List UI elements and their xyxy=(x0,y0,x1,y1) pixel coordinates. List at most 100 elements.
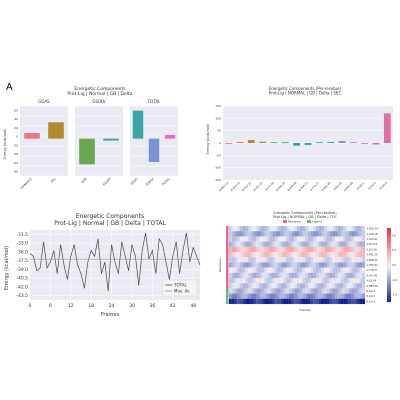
heatmap-cell xyxy=(356,246,360,253)
heatmap-cell xyxy=(277,262,281,268)
heatmap-cell xyxy=(269,236,273,242)
heatmap-cell xyxy=(234,262,238,268)
heatmap-cell xyxy=(348,267,352,273)
heatmap-cell xyxy=(321,262,325,268)
colorbar-segment xyxy=(387,289,391,291)
legend-label: Ligand xyxy=(312,220,322,224)
heatmap-cell xyxy=(329,236,333,242)
heatmap-cell xyxy=(283,246,287,253)
heatmap-cell xyxy=(294,278,298,284)
heatmap-cell xyxy=(302,283,306,289)
heatmap-cell xyxy=(261,241,265,247)
bar xyxy=(164,134,176,139)
y-tick-label: -40 xyxy=(13,152,18,156)
heatmap-cell xyxy=(354,293,357,299)
bar xyxy=(148,138,160,162)
heatmap-cell xyxy=(321,298,325,305)
heatmap-cell xyxy=(326,236,330,242)
heatmap-cell xyxy=(297,293,300,299)
heatmap-cell xyxy=(310,278,314,284)
y-axis-label: Residues xyxy=(218,258,222,272)
heatmap-cell xyxy=(356,241,360,247)
heatmap-cell xyxy=(234,246,238,253)
colorbar-segment xyxy=(387,266,391,269)
heatmap-cell xyxy=(245,298,249,305)
heatmap-cell xyxy=(277,252,281,258)
heatmap-cell xyxy=(348,257,352,263)
heatmap-cell xyxy=(302,278,306,284)
heatmap-cell xyxy=(231,288,235,294)
heatmap-cell xyxy=(250,252,254,258)
heatmap-cell xyxy=(250,288,254,294)
heatmap-cell xyxy=(288,298,292,305)
heatmap-cell xyxy=(242,278,246,284)
heatmap-cell xyxy=(291,262,295,268)
heatmap-cell xyxy=(354,257,357,263)
heatmap-cell xyxy=(345,246,349,253)
heatmap-cell xyxy=(337,226,341,232)
heatmap-cell xyxy=(302,272,306,279)
x-tick-label: 12 xyxy=(68,303,74,309)
heatmap-cell xyxy=(253,252,257,258)
heatmap-cell xyxy=(343,241,347,247)
heatmap-cell xyxy=(242,252,246,258)
row-group-marker xyxy=(226,278,229,284)
heatmap-cell xyxy=(305,246,308,253)
heatmap-cell xyxy=(256,272,259,279)
heatmap-cell xyxy=(294,241,298,247)
heatmap-cell xyxy=(267,298,270,305)
x-axis-label: Frames xyxy=(300,308,311,312)
x-tick-label: 36 xyxy=(150,303,156,309)
heatmap-cell xyxy=(234,241,238,247)
heatmap-cell xyxy=(324,288,327,294)
heatmap-cell xyxy=(332,298,336,305)
heatmap-cell xyxy=(329,257,333,263)
colorbar-segment xyxy=(387,283,391,286)
heatmap-cell xyxy=(288,226,292,232)
heatmap-cell xyxy=(348,226,352,232)
heatmap-cell xyxy=(267,293,270,299)
heatmap-cell xyxy=(256,226,259,232)
heatmap-cell xyxy=(288,293,292,299)
heatmap-cell xyxy=(280,293,284,299)
heatmap-cell xyxy=(267,246,270,253)
heatmap-cell xyxy=(337,272,341,279)
bar xyxy=(372,143,380,145)
heatmap-cell xyxy=(253,298,257,305)
heatmap-cell xyxy=(302,257,306,263)
heatmap-cell xyxy=(288,262,292,268)
heatmap-cell xyxy=(294,293,298,299)
heatmap-cell xyxy=(351,283,355,289)
heatmap-cell xyxy=(307,283,311,289)
heatmap-cell xyxy=(326,231,330,237)
heatmap-cell xyxy=(288,267,292,273)
heatmap-cell xyxy=(258,262,262,268)
x-tick-label: GGAS xyxy=(130,177,139,186)
heatmap-cell xyxy=(329,283,333,289)
heatmap-cell xyxy=(239,246,243,253)
heatmap-cell xyxy=(264,272,268,279)
heatmap-cell xyxy=(335,267,338,273)
legend-swatch xyxy=(283,220,287,223)
heatmap-cell xyxy=(348,246,352,253)
heatmap-cell xyxy=(310,246,314,253)
heatmap-cell xyxy=(313,283,317,289)
heatmap-cell xyxy=(297,298,300,305)
heatmap-cell xyxy=(250,231,254,237)
heatmap-cell xyxy=(275,236,279,242)
heatmap-cell xyxy=(337,278,341,284)
y-tick-label: -150 xyxy=(214,178,221,182)
heatmap-cell xyxy=(356,267,360,273)
heatmap-cell xyxy=(237,272,240,279)
heatmap-cell xyxy=(248,298,251,305)
colorbar-segment xyxy=(387,281,391,284)
heatmap-cell xyxy=(351,246,355,253)
heatmap-cell xyxy=(275,257,279,263)
bar xyxy=(132,110,144,139)
heatmap-cell xyxy=(362,293,366,299)
heatmap-cell xyxy=(245,257,249,263)
heatmap-cell xyxy=(294,272,298,279)
heatmap-cell xyxy=(286,257,289,263)
x-tick-label: 24 xyxy=(109,303,115,309)
heatmap-cell xyxy=(258,226,262,232)
